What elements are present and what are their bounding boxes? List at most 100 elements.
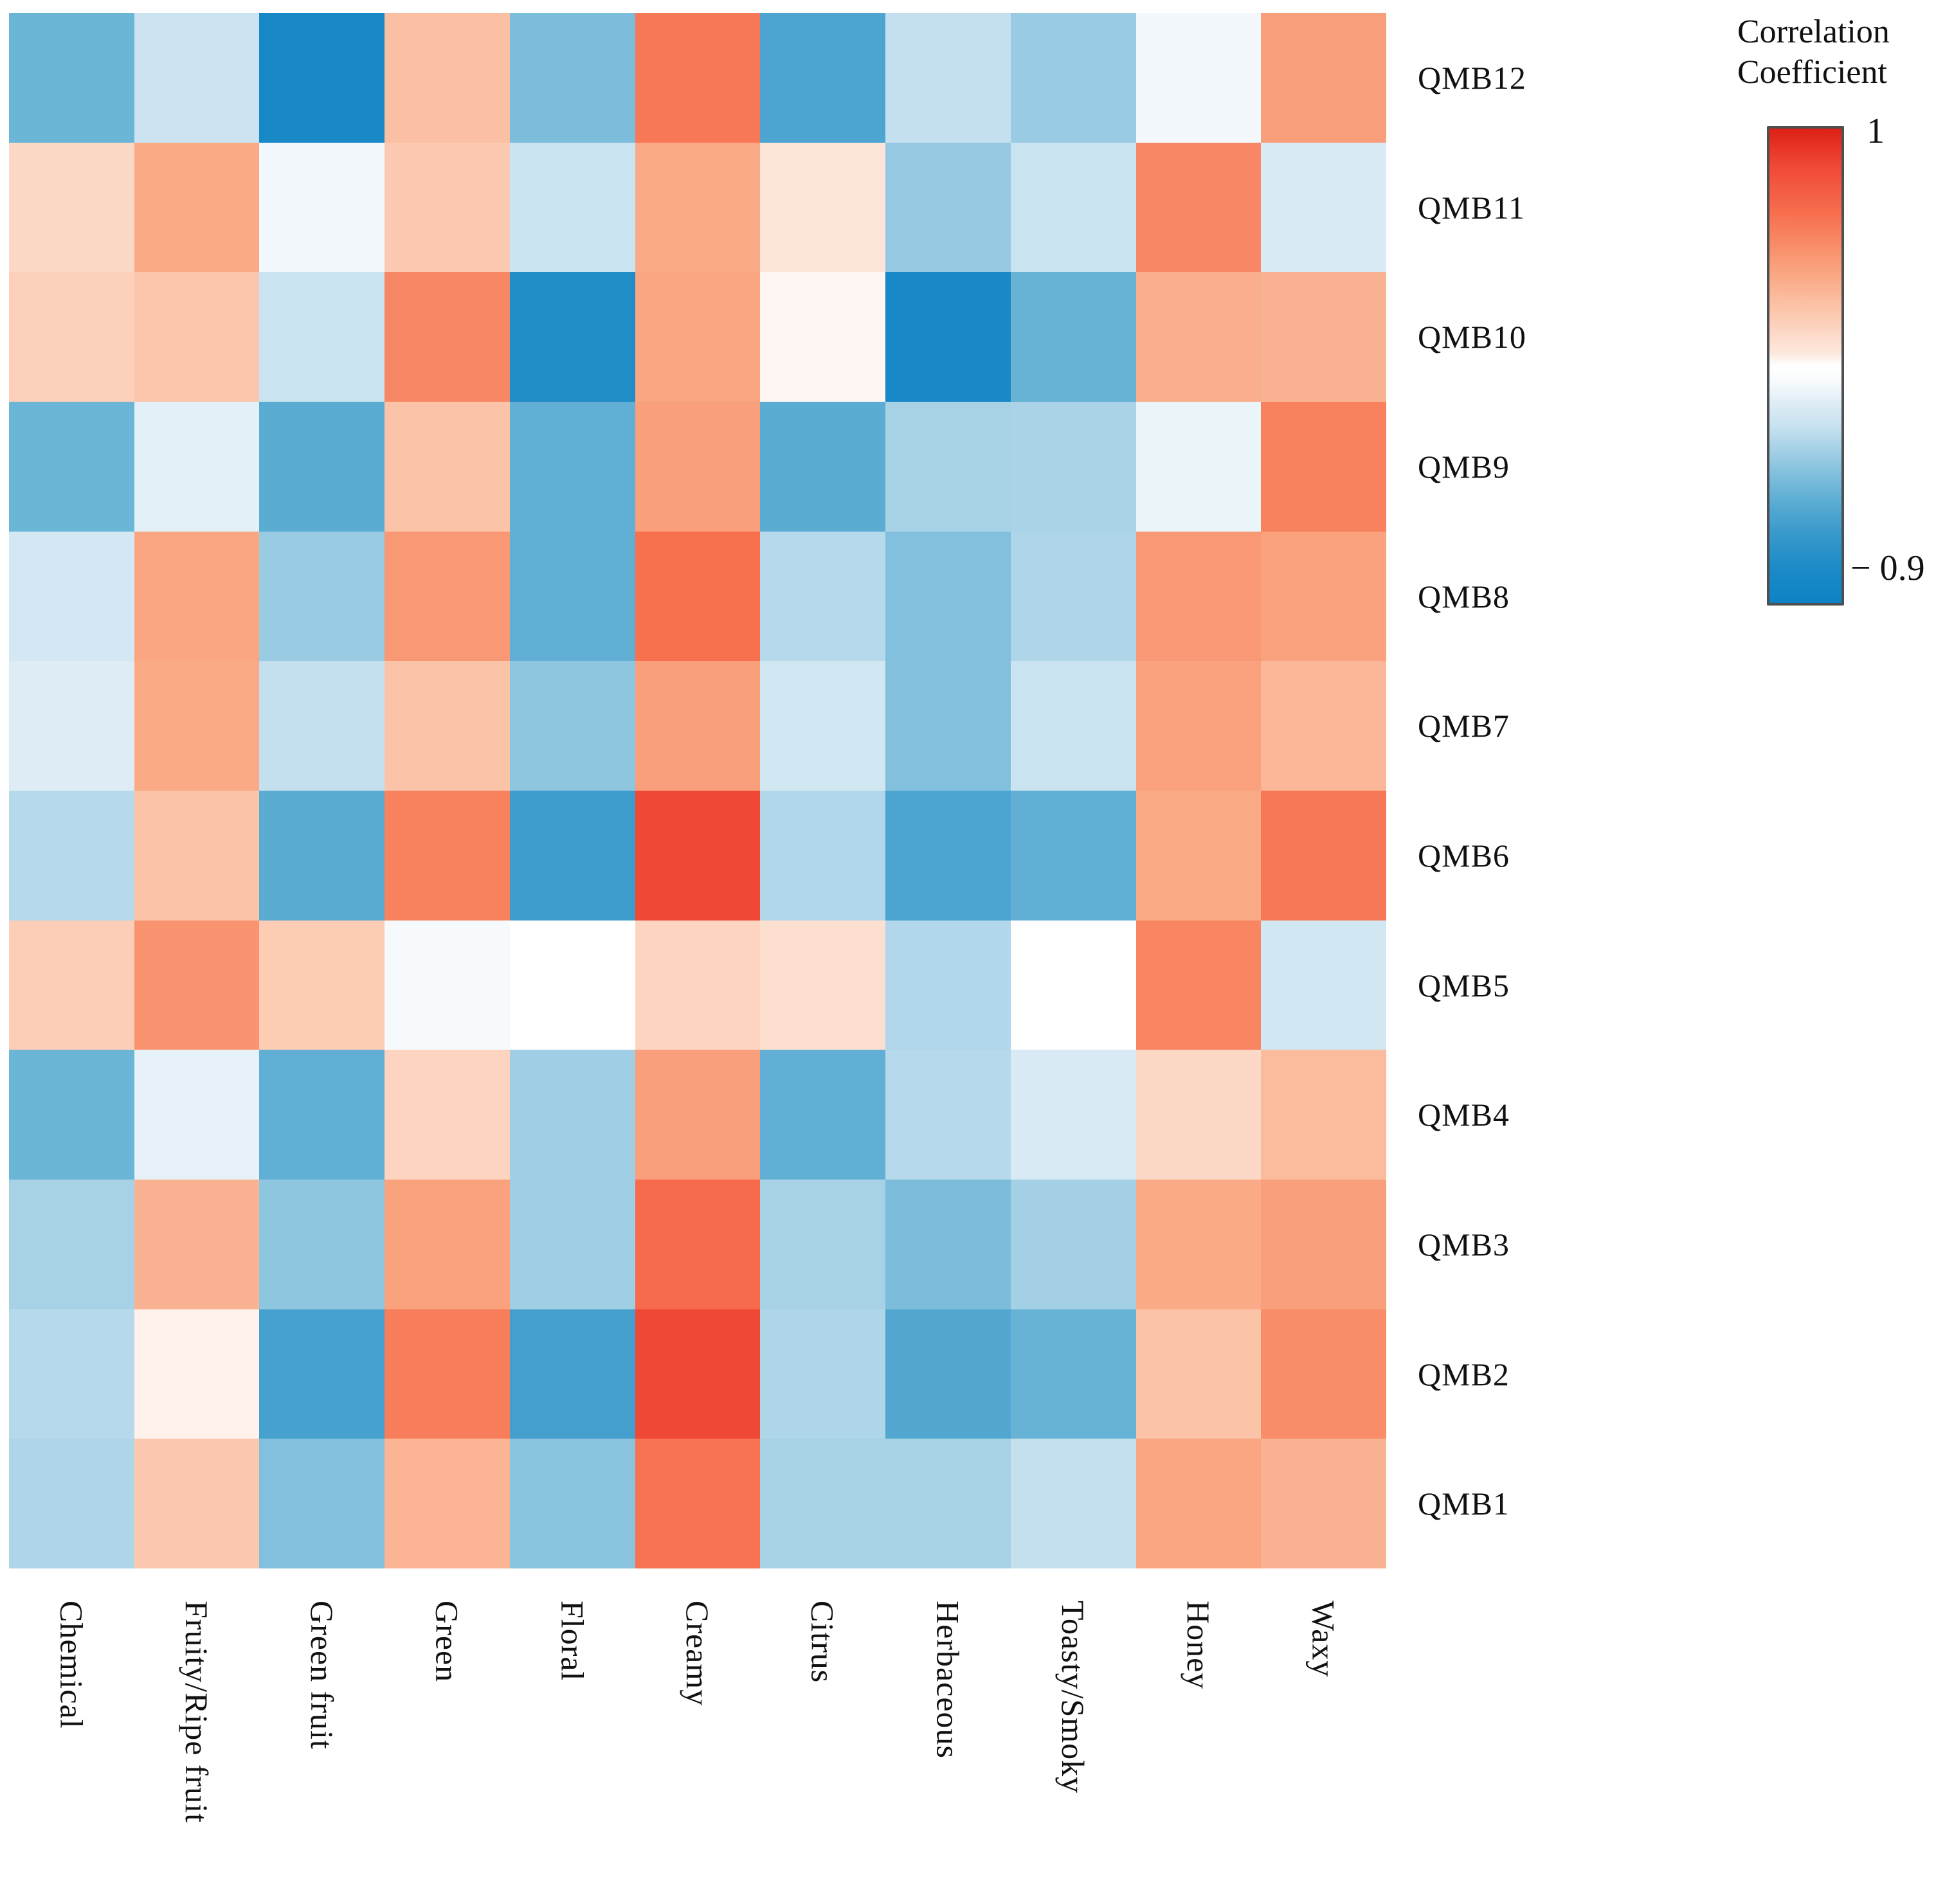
heatmap-cell xyxy=(384,13,510,143)
heatmap-cell xyxy=(635,402,761,532)
heatmap-cell xyxy=(1261,1050,1386,1180)
heatmap-cell xyxy=(9,142,134,273)
heatmap-cell xyxy=(885,1180,1011,1309)
heatmap-cell xyxy=(885,1439,1011,1568)
heatmap-cell xyxy=(384,1180,510,1309)
heatmap-cell xyxy=(1010,531,1136,661)
heatmap-cell xyxy=(509,142,635,273)
heatmap-cell xyxy=(509,272,635,402)
heatmap-cell xyxy=(1261,1180,1386,1309)
heatmap-cell xyxy=(1135,1439,1262,1568)
heatmap-cell xyxy=(9,531,134,661)
heatmap-cell xyxy=(509,1050,635,1180)
column-label-text: Creamy xyxy=(679,1601,716,1707)
column-label: Creamy xyxy=(635,1601,761,1896)
heatmap-cell xyxy=(1261,661,1386,791)
heatmap-cell xyxy=(1135,531,1262,661)
heatmap-cell xyxy=(760,920,886,1050)
heatmap-cell xyxy=(384,791,510,921)
heatmap-cell xyxy=(259,1050,385,1180)
heatmap-cell xyxy=(509,531,635,661)
heatmap-cell xyxy=(885,272,1011,402)
heatmap-cell xyxy=(384,661,510,791)
row-label: QMB2 xyxy=(1418,1356,1510,1392)
heatmap-cell xyxy=(635,272,761,402)
heatmap-cell xyxy=(134,791,260,921)
heatmap-cell xyxy=(1261,920,1386,1050)
heatmap-cell xyxy=(134,1439,260,1568)
heatmap-cell xyxy=(259,272,385,402)
heatmap-cell xyxy=(9,1309,134,1439)
heatmap-cell xyxy=(885,13,1011,143)
legend-title: Correlation Coefficient xyxy=(1737,12,1890,93)
heatmap-cell xyxy=(1261,1439,1386,1568)
heatmap-cell xyxy=(885,920,1011,1050)
heatmap-cell xyxy=(134,1309,260,1439)
column-label: Toasty/Smoky xyxy=(1011,1601,1136,1896)
heatmap-cell xyxy=(1010,1309,1136,1439)
heatmap-cell xyxy=(760,661,886,791)
heatmap-cell xyxy=(635,920,761,1050)
row-label: QMB10 xyxy=(1418,319,1526,355)
heatmap-cell xyxy=(885,661,1011,791)
column-label-text: Green fruit xyxy=(303,1601,340,1750)
heatmap-cell xyxy=(384,1050,510,1180)
heatmap-cell xyxy=(1261,1309,1386,1439)
heatmap-cell xyxy=(134,402,260,532)
heatmap-cell xyxy=(1010,661,1136,791)
heatmap-cell xyxy=(259,791,385,921)
heatmap-cell xyxy=(9,1439,134,1568)
heatmap-cell xyxy=(259,920,385,1050)
heatmap-cell xyxy=(1010,272,1136,402)
heatmap-cell xyxy=(9,1180,134,1309)
row-label: QMB8 xyxy=(1418,578,1510,615)
row-label: QMB12 xyxy=(1418,59,1526,96)
column-label-text: Floral xyxy=(554,1601,591,1682)
heatmap-cell xyxy=(134,1050,260,1180)
column-label-text: Herbaceous xyxy=(930,1601,966,1759)
heatmap-cell xyxy=(1261,402,1386,532)
heatmap-cell xyxy=(1261,13,1386,143)
heatmap-cell xyxy=(9,661,134,791)
column-label-text: Honey xyxy=(1180,1601,1217,1690)
column-label-text: Toasty/Smoky xyxy=(1055,1601,1092,1794)
heatmap-cell xyxy=(635,531,761,661)
heatmap-cell xyxy=(885,791,1011,921)
heatmap-cell xyxy=(1010,920,1136,1050)
column-label-text: Citrus xyxy=(804,1601,841,1684)
heatmap-cell xyxy=(1135,1050,1262,1180)
heatmap-cell xyxy=(1010,1180,1136,1309)
heatmap-cell xyxy=(384,402,510,532)
heatmap-cell xyxy=(1261,531,1386,661)
heatmap-cell xyxy=(1010,402,1136,532)
heatmap-cell xyxy=(635,1050,761,1180)
heatmap-cell xyxy=(885,1309,1011,1439)
heatmap-cell xyxy=(760,1180,886,1309)
column-label-text: Fruity/Ripe fruit xyxy=(179,1601,215,1824)
heatmap-cell xyxy=(134,142,260,273)
row-label: QMB5 xyxy=(1418,967,1510,1003)
column-label-text: Waxy xyxy=(1305,1601,1342,1678)
heatmap-cell xyxy=(760,13,886,143)
heatmap-cell xyxy=(384,1309,510,1439)
heatmap-cell xyxy=(1010,791,1136,921)
heatmap-cell xyxy=(635,1439,761,1568)
heatmap-cell xyxy=(635,142,761,273)
y-axis-row-labels: QMB12 QMB11 QMB10 QMB9 QMB8 QMB7 QMB6 QMB5 QMB4 Q… xyxy=(1418,13,1624,1568)
legend-colorbar xyxy=(1767,126,1844,606)
heatmap-cell xyxy=(1135,402,1262,532)
heatmap-cell xyxy=(9,272,134,402)
legend-max-label: 1 xyxy=(1867,111,1885,151)
heatmap-cell xyxy=(1135,920,1262,1050)
column-label: Green xyxy=(384,1601,510,1896)
heatmap-cell xyxy=(1261,791,1386,921)
heatmap-cell xyxy=(509,791,635,921)
column-label: Green fruit xyxy=(259,1601,384,1896)
heatmap-cell xyxy=(760,791,886,921)
heatmap-cell xyxy=(509,661,635,791)
legend-title-line1: Correlation xyxy=(1737,13,1890,50)
heatmap-cell xyxy=(509,920,635,1050)
heatmap-cell xyxy=(9,920,134,1050)
heatmap-cell xyxy=(1135,272,1262,402)
heatmap-cell xyxy=(134,661,260,791)
